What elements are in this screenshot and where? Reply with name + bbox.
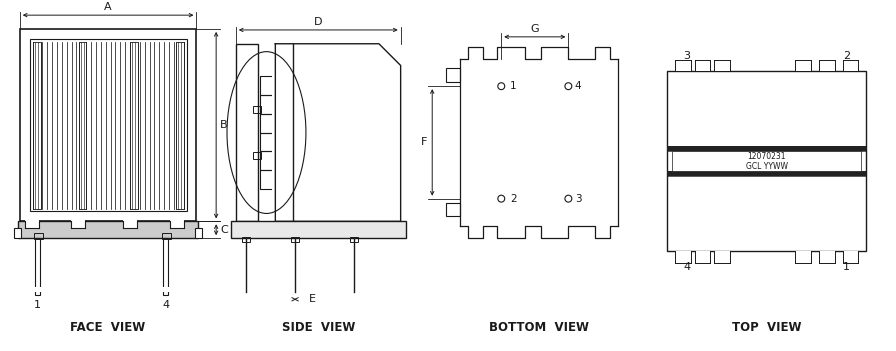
Bar — [33, 287, 42, 292]
Bar — [18, 221, 198, 238]
Bar — [242, 237, 250, 242]
Bar — [694, 60, 711, 71]
Bar — [163, 238, 168, 295]
Bar — [714, 251, 730, 263]
Bar — [291, 237, 299, 242]
Bar — [71, 219, 85, 228]
Bar — [694, 251, 711, 263]
Text: 4: 4 — [575, 81, 582, 91]
Text: 4: 4 — [162, 300, 169, 310]
Bar — [253, 106, 261, 113]
Bar — [842, 60, 858, 71]
Text: E: E — [309, 294, 316, 304]
Text: 3: 3 — [684, 51, 690, 61]
Bar — [124, 219, 137, 228]
Bar — [231, 221, 406, 238]
Text: SIDE  VIEW: SIDE VIEW — [281, 322, 355, 335]
Text: 4: 4 — [683, 262, 690, 272]
Text: B: B — [220, 120, 228, 130]
Bar — [667, 146, 866, 151]
Bar — [236, 44, 401, 221]
Bar — [32, 42, 40, 208]
Bar — [236, 44, 257, 221]
Bar — [35, 238, 40, 295]
Text: FACE  VIEW: FACE VIEW — [71, 322, 146, 335]
Bar — [796, 251, 811, 263]
Text: D: D — [314, 17, 323, 27]
Text: F: F — [421, 138, 427, 147]
Text: A: A — [104, 2, 112, 12]
Bar — [195, 228, 202, 238]
Bar — [667, 71, 866, 251]
Bar — [253, 152, 261, 159]
Text: BOTTOM  VIEW: BOTTOM VIEW — [489, 322, 589, 335]
Bar — [30, 39, 186, 212]
Bar — [667, 171, 866, 176]
Bar — [675, 251, 691, 263]
Bar — [675, 60, 691, 71]
Bar — [162, 233, 171, 239]
Text: TOP  VIEW: TOP VIEW — [732, 322, 801, 335]
Text: 12070231: 12070231 — [747, 152, 786, 161]
Bar — [176, 42, 184, 208]
Bar — [350, 237, 358, 242]
Bar — [446, 68, 460, 82]
Bar — [714, 60, 730, 71]
Text: G: G — [530, 24, 539, 34]
Bar — [14, 228, 21, 238]
Text: 2: 2 — [843, 51, 850, 61]
Bar — [161, 287, 170, 292]
Bar — [819, 251, 835, 263]
Bar — [79, 42, 86, 208]
Text: 2: 2 — [510, 194, 516, 204]
Text: GCL YYWW: GCL YYWW — [745, 161, 788, 171]
Bar — [130, 42, 138, 208]
Bar — [34, 233, 42, 239]
Bar — [842, 251, 858, 263]
Bar — [20, 29, 196, 221]
Text: C: C — [220, 225, 228, 235]
Bar — [819, 60, 835, 71]
Bar — [796, 60, 811, 71]
Bar — [169, 219, 184, 228]
Text: 3: 3 — [575, 194, 582, 204]
Bar — [672, 151, 861, 171]
Bar — [25, 219, 39, 228]
Bar — [446, 203, 460, 217]
Text: 1: 1 — [843, 262, 850, 272]
Text: 1: 1 — [510, 81, 516, 91]
Text: 1: 1 — [34, 300, 41, 310]
